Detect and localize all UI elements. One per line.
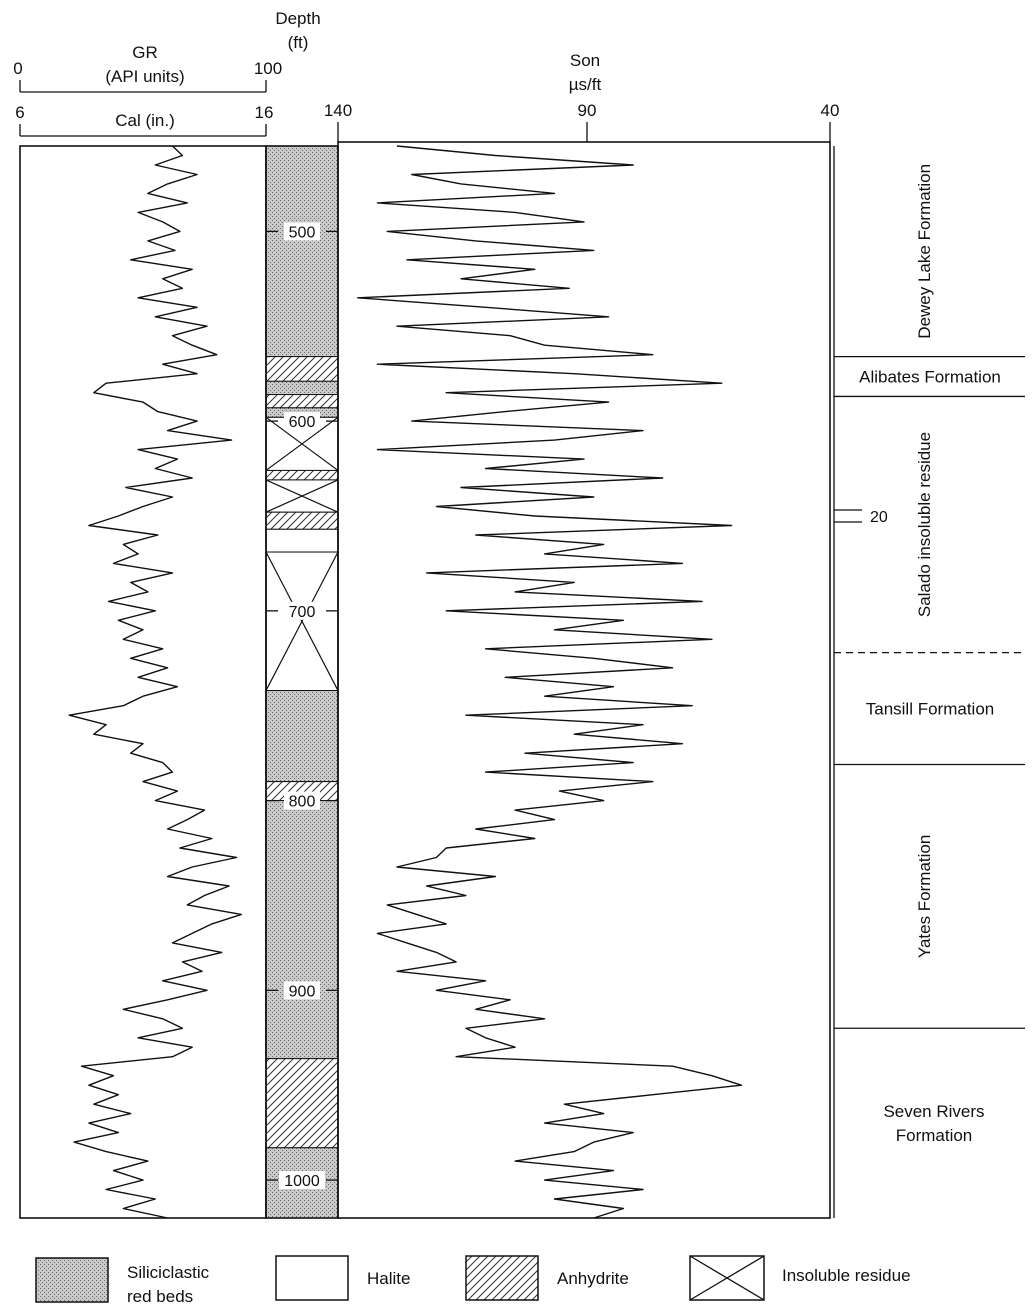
lith-interval-siliciclastic xyxy=(265,690,339,783)
formation-label: Alibates Formation xyxy=(859,368,1001,387)
depth-label-bg xyxy=(279,1171,325,1190)
son-tick-mid: 90 xyxy=(578,101,597,120)
formation-label: Formation xyxy=(896,1126,973,1145)
lith-interval-siliciclastic xyxy=(265,1147,339,1219)
son-curve-group xyxy=(357,145,743,1219)
son-units: µs/ft xyxy=(569,75,602,94)
lith-cross-line xyxy=(265,416,339,471)
lith-interval-anhydrite xyxy=(265,469,339,481)
son-tick-right: 40 xyxy=(821,101,840,120)
lith-interval-anhydrite xyxy=(265,394,339,409)
lith-interval-anhydrite xyxy=(265,1058,339,1149)
gr-units: (API units) xyxy=(105,67,184,86)
lith-interval-siliciclastic xyxy=(265,145,339,358)
legend-swatch-insoluble xyxy=(689,1255,765,1301)
depth-title: Depth xyxy=(275,9,320,28)
depth-tick-label: 900 xyxy=(289,983,316,1000)
legend-label-insoluble: Insoluble residue xyxy=(782,1266,911,1285)
formation-labels: Dewey Lake Formation Alibates Formation Sa… xyxy=(833,146,1025,1218)
lith-interval-siliciclastic xyxy=(265,800,339,1060)
cal-scale-min: 6 xyxy=(15,103,24,122)
lith-cross-line xyxy=(265,551,339,691)
formation-label: Dewey Lake Formation xyxy=(915,164,934,339)
lith-cross-line xyxy=(265,479,339,513)
marker-20: 20 xyxy=(834,509,888,526)
legend-label-siliciclastic-2: red beds xyxy=(127,1287,193,1306)
legend-label-anhydrite: Anhydrite xyxy=(557,1269,629,1288)
legend: Siliciclastic red beds Halite Anhydrite … xyxy=(35,1255,911,1306)
son-title: Son xyxy=(570,51,600,70)
gr-curve xyxy=(68,145,243,1219)
marker-label: 20 xyxy=(870,509,888,526)
cal-scale-max: 16 xyxy=(255,103,274,122)
lith-interval-anhydrite xyxy=(265,511,339,530)
depth-label-bg xyxy=(284,601,320,620)
lith-interval-siliciclastic xyxy=(265,380,339,396)
depth-tick-label: 600 xyxy=(289,414,316,431)
gr-scale-max: 100 xyxy=(254,59,282,78)
legend-label-halite: Halite xyxy=(367,1269,410,1288)
formation-label: Seven Rivers xyxy=(883,1102,984,1121)
son-curve xyxy=(357,145,743,1219)
depth-tick-label: 1000 xyxy=(284,1173,320,1190)
depth-units: (ft) xyxy=(288,33,309,52)
depth-ticks: 500 600 700 800 900 1000 xyxy=(266,222,338,1190)
gr-curve-group xyxy=(68,145,243,1219)
formation-label: Salado insoluble residue xyxy=(915,432,934,617)
legend-swatch-anhydrite xyxy=(465,1255,539,1301)
cal-title: Cal (in.) xyxy=(115,111,175,130)
lith-interval-anhydrite xyxy=(265,356,339,382)
depth-label-bg xyxy=(284,791,320,810)
depth-label-bg xyxy=(284,412,320,431)
lithology-column xyxy=(265,145,339,1219)
son-track-frame xyxy=(337,141,831,1219)
lith-interval-halite xyxy=(265,528,339,553)
formation-label: Tansill Formation xyxy=(866,700,995,719)
depth-label-bg xyxy=(284,222,320,241)
gr-title: GR xyxy=(132,43,158,62)
depth-tick-label: 700 xyxy=(289,604,316,621)
legend-label-siliciclastic-1: Siliciclastic xyxy=(127,1263,210,1282)
formation-label: Yates Formation xyxy=(915,835,934,958)
legend-swatch-halite xyxy=(275,1255,349,1301)
depth-label-bg xyxy=(284,981,320,1000)
gr-track-frame xyxy=(19,145,267,1219)
depth-tick-label: 800 xyxy=(289,794,316,811)
son-tick-left: 140 xyxy=(324,101,352,120)
legend-swatch-siliciclastic xyxy=(35,1257,109,1303)
gr-scale-min: 0 xyxy=(13,59,22,78)
depth-tick-label: 500 xyxy=(289,224,316,241)
